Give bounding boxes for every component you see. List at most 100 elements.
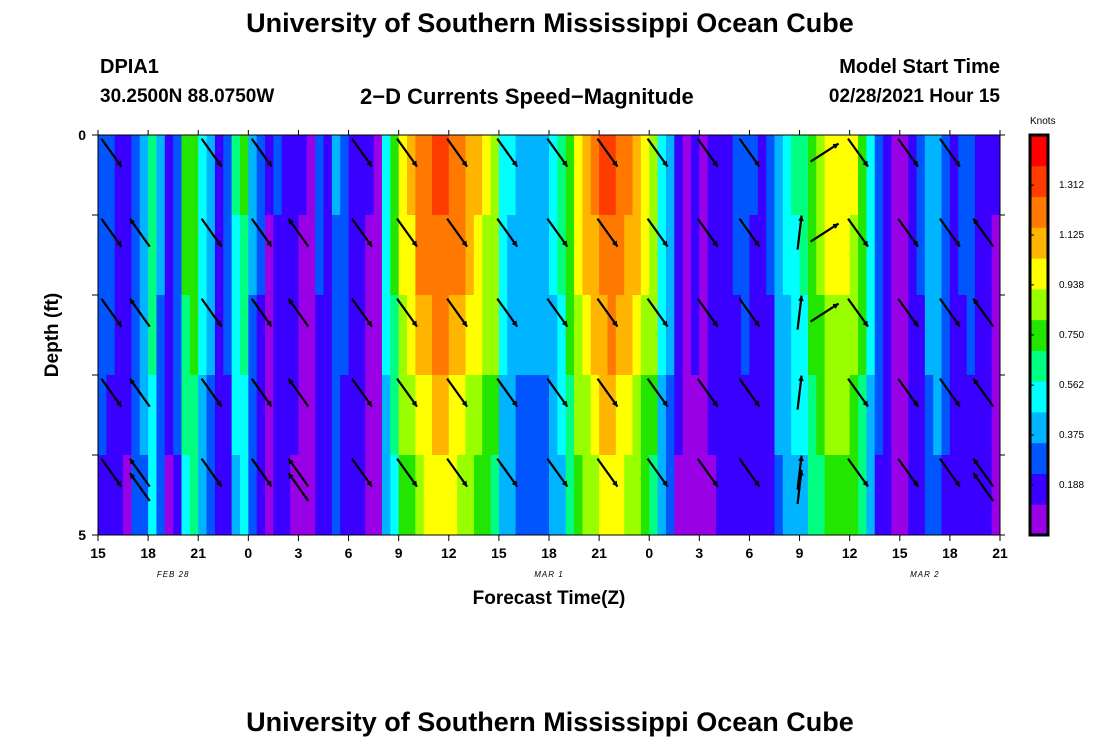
heatmap-cell <box>490 135 500 216</box>
heatmap-cell <box>407 375 416 456</box>
current-arrow <box>897 137 920 168</box>
heatmap-cell <box>832 215 842 296</box>
heatmap-cell <box>348 295 358 376</box>
heatmap-cell <box>640 375 650 456</box>
current-arrow <box>250 137 273 168</box>
heatmap-cell <box>791 375 800 456</box>
heatmap-cell <box>615 215 625 296</box>
heatmap-cell <box>674 135 684 216</box>
heatmap-cell <box>156 455 166 536</box>
current-arrow <box>287 297 310 328</box>
heatmap-cell <box>565 215 575 296</box>
x-tick-label: 6 <box>345 545 353 561</box>
heatmap-cell <box>214 295 224 376</box>
current-arrow <box>351 377 373 408</box>
heatmap-cell <box>690 375 700 456</box>
heatmap-cell <box>807 295 817 376</box>
heatmap-cell <box>256 375 266 456</box>
current-arrow <box>446 297 469 328</box>
heatmap-cell <box>381 215 391 296</box>
colorbar-segment <box>1030 442 1048 474</box>
x-tick-label: 9 <box>796 545 804 561</box>
heatmap-cell <box>390 295 400 376</box>
heatmap-cell <box>682 295 692 376</box>
colorbar-tick-label: 1.312 <box>1059 180 1084 191</box>
heatmap-cell <box>123 375 132 456</box>
heatmap-cell <box>331 135 341 216</box>
heatmap-cell <box>849 375 859 456</box>
heatmap-cell <box>582 215 592 296</box>
current-arrow <box>250 377 273 408</box>
heatmap-cell <box>699 455 709 536</box>
heatmap-cell <box>415 295 425 376</box>
heatmap-cell <box>574 375 583 456</box>
heatmap-cell <box>974 375 984 456</box>
heatmap-cell <box>490 455 500 536</box>
heatmap-cell <box>498 135 508 216</box>
heatmap-cell <box>565 375 575 456</box>
heatmap-cell <box>816 375 826 456</box>
heatmap-cell <box>248 455 258 536</box>
heatmap-cell <box>448 135 458 216</box>
heatmap-cell <box>916 215 926 296</box>
current-arrow <box>847 297 869 328</box>
heatmap-cell <box>557 215 567 296</box>
current-arrow <box>646 137 669 168</box>
heatmap-cell <box>582 375 592 456</box>
heatmap-cell <box>515 295 525 376</box>
heatmap-cell <box>874 135 884 216</box>
heatmap-cell <box>749 215 759 296</box>
heatmap-cell <box>114 135 124 216</box>
current-arrow <box>938 137 961 168</box>
heatmap-cell <box>699 295 709 376</box>
heatmap-cell <box>615 135 625 216</box>
heatmap-cell <box>281 295 291 376</box>
current-arrow <box>897 217 920 248</box>
heatmap-cell <box>807 455 817 536</box>
heatmap-cell <box>498 295 508 376</box>
current-arrow <box>646 217 669 248</box>
current-arrow <box>938 457 961 488</box>
current-arrow <box>596 457 619 488</box>
heatmap-cell <box>866 375 876 456</box>
current-arrow <box>738 297 761 328</box>
heatmap-cell <box>206 375 216 456</box>
x-tick-label: 12 <box>842 545 858 561</box>
heatmap-cell <box>540 135 550 216</box>
heatmap-cell <box>949 455 959 536</box>
current-arrow <box>200 217 223 248</box>
heatmap-cell <box>933 375 942 456</box>
current-arrow <box>897 297 920 328</box>
heatmap-cell <box>239 215 249 296</box>
heatmap-cell <box>490 375 500 456</box>
heatmap-cell <box>248 135 258 216</box>
plot-title: 2−D Currents Speed−Magnitude <box>360 84 694 109</box>
colorbar-segment <box>1030 350 1048 382</box>
current-arrow <box>250 457 273 488</box>
heatmap-cell <box>615 455 625 536</box>
heatmap-cell <box>398 295 408 376</box>
footer-title: University of Southern Mississippi Ocean… <box>246 707 854 737</box>
heatmap-cell <box>782 455 792 536</box>
heatmap-cell <box>540 295 550 376</box>
heatmap-cell <box>223 295 233 376</box>
heatmap-cell <box>523 375 533 456</box>
heatmap-cell <box>440 375 450 456</box>
heatmap-cell <box>724 455 734 536</box>
heatmap-cell <box>590 215 600 296</box>
current-arrow <box>128 377 151 408</box>
heatmap-cell <box>189 295 199 376</box>
colorbar-tick-label: 0.562 <box>1059 380 1084 391</box>
heatmap-cell <box>791 215 800 296</box>
heatmap-cell <box>356 135 366 216</box>
heatmap-cell <box>298 215 308 296</box>
heatmap-cell <box>958 295 967 376</box>
heatmap-cell <box>131 135 141 216</box>
current-arrow <box>287 457 310 488</box>
heatmap-cell <box>239 375 249 456</box>
heatmap-cell <box>766 295 775 376</box>
heatmap-cell <box>181 455 191 536</box>
heatmap-cell <box>699 215 709 296</box>
heatmap-cell <box>632 375 642 456</box>
x-tick-label: 21 <box>591 545 607 561</box>
